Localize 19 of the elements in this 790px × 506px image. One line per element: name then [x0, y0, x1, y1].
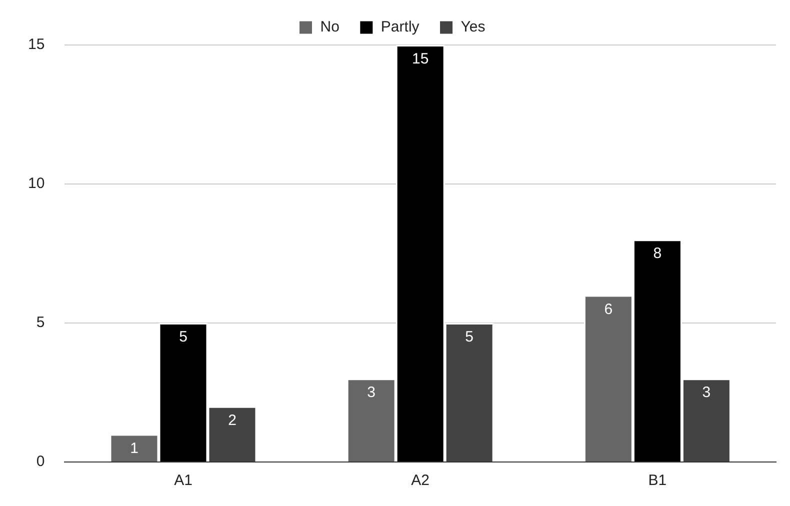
- x-tick-label: A2: [411, 472, 430, 490]
- data-label: 5: [465, 328, 474, 346]
- data-label: 2: [228, 412, 236, 430]
- y-tick-label: 5: [36, 314, 45, 332]
- data-label: 8: [653, 245, 662, 262]
- x-tick-label: A1: [174, 472, 192, 490]
- x-tick-label: B1: [648, 472, 667, 490]
- data-label: 15: [412, 50, 429, 68]
- y-tick-label: 0: [36, 453, 45, 470]
- y-tick-label: 15: [28, 36, 45, 54]
- legend-label: No: [320, 18, 340, 36]
- legend-label: Yes: [460, 18, 486, 36]
- data-label: 6: [604, 300, 613, 318]
- data-label: 3: [702, 384, 711, 402]
- y-tick-label: 10: [28, 175, 45, 192]
- data-label: 1: [130, 440, 138, 457]
- legend-label: Partly: [380, 18, 420, 36]
- data-label: 5: [179, 328, 188, 346]
- data-label: 3: [367, 384, 376, 402]
